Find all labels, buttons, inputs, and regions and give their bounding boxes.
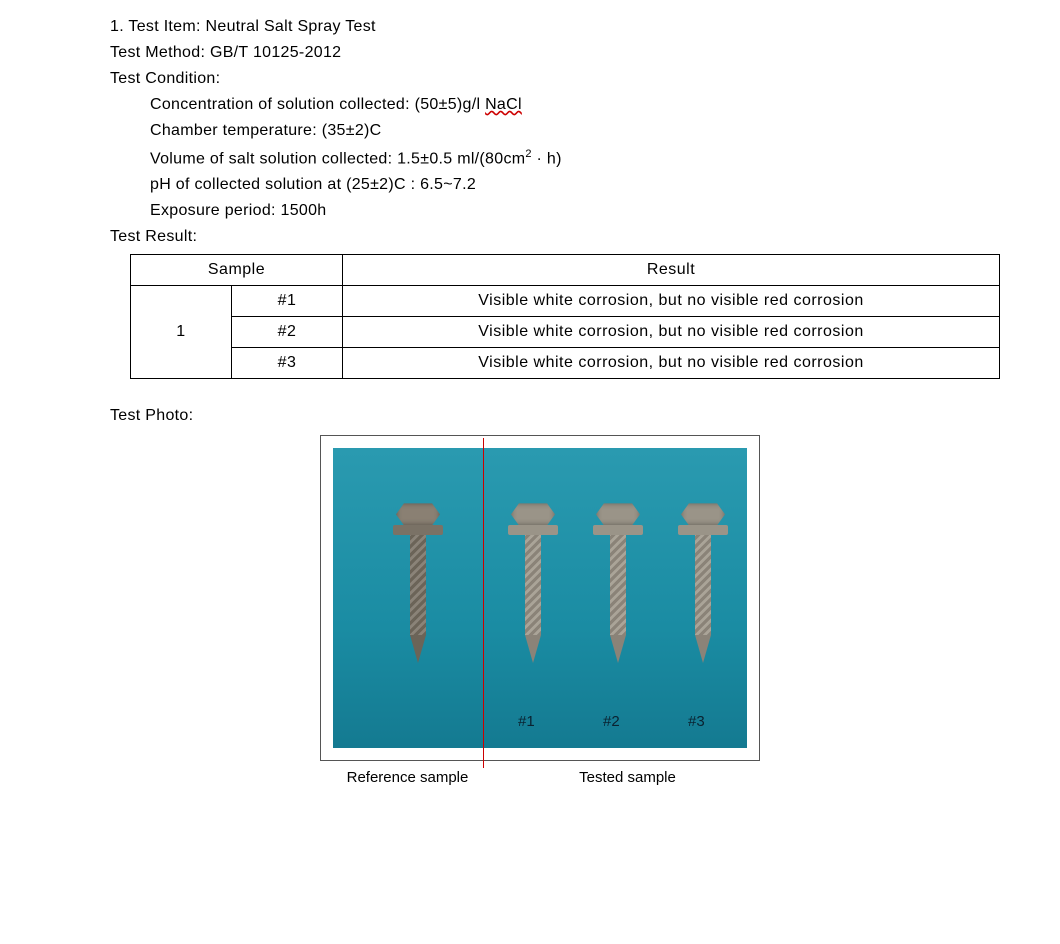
condition-volume: Volume of salt solution collected: 1.5±0…: [150, 148, 1040, 168]
condition-concentration: Concentration of solution collected: (50…: [150, 96, 1040, 114]
col-sample: Sample: [131, 255, 343, 286]
cell-result: Visible white corrosion, but no visible …: [343, 317, 1000, 348]
concentration-unit: NaCl: [485, 96, 522, 113]
result-table: Sample Result 1 #1 Visible white corrosi…: [130, 254, 1000, 379]
test-method-line: Test Method: GB/T 10125-2012: [110, 44, 1040, 62]
volume-label: Volume of salt solution collected:: [150, 150, 392, 167]
caption-tested: Tested sample: [495, 769, 760, 786]
condition-chamber-temp: Chamber temperature: (35±2)C: [150, 122, 1040, 140]
ph-label: pH of collected solution at (25±2)C :: [150, 176, 415, 193]
screw-reference: [393, 503, 443, 673]
exposure-value: 1500h: [281, 202, 327, 219]
screw-tested-1: [508, 503, 558, 673]
photo-label-2: #2: [603, 713, 620, 730]
exposure-label: Exposure period:: [150, 202, 276, 219]
chamber-temp-value: (35±2)C: [322, 122, 382, 139]
screw-tested-3: [678, 503, 728, 673]
col-result: Result: [343, 255, 1000, 286]
test-photo-label: Test Photo:: [110, 407, 1040, 425]
test-condition-label: Test Condition:: [110, 70, 1040, 88]
test-method-label: Test Method:: [110, 44, 205, 61]
table-header-row: Sample Result: [131, 255, 1000, 286]
photo-label-1: #1: [518, 713, 535, 730]
cell-sample-id: #1: [232, 286, 343, 317]
photo-container: #1 #2 #3 Reference sample Tested sample: [320, 435, 760, 786]
table-row: 1 #1 Visible white corrosion, but no vis…: [131, 286, 1000, 317]
photo-caption-row: Reference sample Tested sample: [320, 769, 760, 786]
concentration-label: Concentration of solution collected:: [150, 96, 410, 113]
test-item-value: Neutral Salt Spray Test: [206, 18, 376, 35]
photo-label-3: #3: [688, 713, 705, 730]
concentration-value: (50±5)g/l: [415, 96, 481, 113]
table-row: #3 Visible white corrosion, but no visib…: [131, 348, 1000, 379]
test-item-label: 1. Test Item:: [110, 18, 201, 35]
ph-value: 6.5~7.2: [420, 176, 476, 193]
chamber-temp-label: Chamber temperature:: [150, 122, 317, 139]
cell-group: 1: [131, 286, 232, 379]
cell-result: Visible white corrosion, but no visible …: [343, 286, 1000, 317]
test-method-value: GB/T 10125-2012: [210, 44, 341, 61]
volume-value-pre: 1.5±0.5 ml/(80cm: [397, 150, 525, 167]
condition-exposure: Exposure period: 1500h: [150, 202, 1040, 220]
volume-value-post: · h): [532, 150, 562, 167]
caption-reference: Reference sample: [320, 769, 495, 786]
cell-result: Visible white corrosion, but no visible …: [343, 348, 1000, 379]
condition-ph: pH of collected solution at (25±2)C : 6.…: [150, 176, 1040, 194]
photo-frame: #1 #2 #3: [320, 435, 760, 761]
cell-sample-id: #3: [232, 348, 343, 379]
table-row: #2 Visible white corrosion, but no visib…: [131, 317, 1000, 348]
test-result-label: Test Result:: [110, 228, 1040, 246]
cell-sample-id: #2: [232, 317, 343, 348]
photo-divider-line: [483, 438, 484, 768]
photo-background: #1 #2 #3: [333, 448, 747, 748]
screw-tested-2: [593, 503, 643, 673]
test-item-line: 1. Test Item: Neutral Salt Spray Test: [110, 18, 1040, 36]
